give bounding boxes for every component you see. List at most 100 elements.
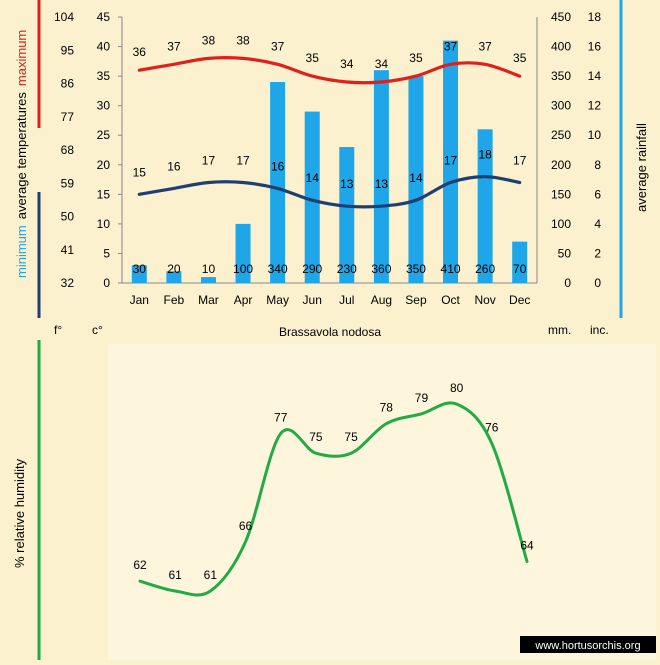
maximum-data-label: 35 <box>306 51 320 65</box>
fahrenheit-tick: 95 <box>61 43 75 57</box>
maximum-data-label: 35 <box>409 51 423 65</box>
fahrenheit-tick: 59 <box>61 176 75 190</box>
mm-tick: 200 <box>551 158 571 172</box>
watermark: www.hortusorchis.org <box>520 636 656 653</box>
humidity-line <box>138 401 529 597</box>
humidity-data-label: 61 <box>169 568 183 582</box>
axis-tick-labels: 1049586776859504132454035302520151050450… <box>54 10 601 307</box>
maximum-data-label: 37 <box>167 39 181 53</box>
celsius-tick: 0 <box>103 276 110 290</box>
inch-tick: 16 <box>588 40 602 54</box>
minimum-data-label: 17 <box>513 154 527 168</box>
celsius-tick: 25 <box>97 128 111 142</box>
mm-tick: 450 <box>551 10 571 24</box>
rainfall-bar <box>166 271 182 283</box>
month-tick: Aug <box>371 293 392 307</box>
minimum-data-label: 17 <box>236 154 250 168</box>
month-tick: Nov <box>474 293 495 307</box>
month-tick: Feb <box>164 293 185 307</box>
humidity-data-label: 75 <box>344 430 358 444</box>
month-tick: Sep <box>405 293 427 307</box>
rainfall-bars <box>131 40 528 284</box>
minimum-temperature-line <box>137 174 522 209</box>
humidity-data-label: 61 <box>204 568 218 582</box>
minimum-data-label: 18 <box>478 148 492 162</box>
fahrenheit-tick: 86 <box>61 77 75 91</box>
unit-labels: f° c° Brassavola nodosa mm. inc. <box>54 323 609 339</box>
rainfall-bar <box>131 265 147 283</box>
inch-tick: 4 <box>594 217 601 231</box>
month-tick: Jul <box>339 293 354 307</box>
inch-tick: 0 <box>594 276 601 290</box>
rainfall-bar <box>304 111 320 283</box>
maximum-data-label: 34 <box>375 57 389 71</box>
mm-unit: mm. <box>548 323 571 337</box>
average-temperatures-label: average temperatures <box>14 92 29 220</box>
inch-tick: 6 <box>594 187 601 201</box>
fahrenheit-tick: 104 <box>54 10 74 24</box>
inch-tick: 18 <box>588 10 602 24</box>
minimum-data-label: 15 <box>133 165 147 179</box>
mm-tick: 150 <box>551 187 571 201</box>
rainfall-data-label: 100 <box>233 262 253 276</box>
fahrenheit-unit: f° <box>54 323 62 337</box>
humidity-data-label: 64 <box>520 538 534 552</box>
humidity-data-label: 80 <box>450 381 464 395</box>
rainfall-bar <box>235 223 251 283</box>
month-tick: Oct <box>441 293 460 307</box>
month-tick: Apr <box>234 293 253 307</box>
humidity-data-label: 78 <box>380 401 394 415</box>
maximum-data-label: 36 <box>133 45 147 59</box>
celsius-tick: 5 <box>103 246 110 260</box>
minimum-data-label: 13 <box>375 177 389 191</box>
mm-tick: 0 <box>564 276 571 290</box>
vertical-axis-titles: minimum average temperatures maximum averag… <box>12 30 649 568</box>
rainfall-bar <box>373 70 389 283</box>
rainfall-bar <box>443 40 459 284</box>
maximum-data-label: 37 <box>478 39 492 53</box>
month-tick: May <box>266 293 289 307</box>
celsius-tick: 15 <box>97 187 111 201</box>
month-tick: Mar <box>198 293 219 307</box>
watermark-bg <box>520 636 656 653</box>
mm-tick: 250 <box>551 128 571 142</box>
rainfall-data-label: 290 <box>302 262 322 276</box>
rainfall-data-label: 20 <box>167 262 181 276</box>
minimum-data-label: 16 <box>271 159 285 173</box>
rainfall-data-label: 260 <box>475 262 495 276</box>
maximum-data-label: 34 <box>340 57 354 71</box>
rainfall-bar <box>512 241 528 283</box>
maximum-data-label: 37 <box>271 39 285 53</box>
mm-tick: 400 <box>551 40 571 54</box>
month-tick: Jan <box>130 293 149 307</box>
minimum-data-label: 13 <box>340 177 354 191</box>
fahrenheit-tick: 32 <box>61 276 75 290</box>
maximum-data-label: 35 <box>513 51 527 65</box>
rainfall-data-label: 340 <box>268 262 288 276</box>
rainfall-data-label: 410 <box>441 262 461 276</box>
humidity-data-label: 62 <box>133 558 147 572</box>
maximum-temperature-line <box>137 56 522 85</box>
celsius-tick: 20 <box>97 158 111 172</box>
minimum-data-label: 17 <box>202 154 216 168</box>
humidity-axis-title: % relative humidity <box>12 458 27 568</box>
minimum-data-label: 14 <box>409 171 423 185</box>
humidity-chart: 62 61 61 66 77 75 75 78 79 80 76 64 <box>108 344 656 660</box>
humidity-data-label: 77 <box>274 411 288 425</box>
humidity-data-label: 66 <box>239 519 253 533</box>
month-tick: Dec <box>509 293 530 307</box>
rainfall-bar <box>200 277 216 283</box>
month-tick: Jun <box>303 293 322 307</box>
inch-tick: 8 <box>594 158 601 172</box>
celsius-tick: 10 <box>97 217 111 231</box>
celsius-tick: 30 <box>97 99 111 113</box>
mm-tick: 300 <box>551 99 571 113</box>
minimum-data-label: 16 <box>167 159 181 173</box>
left-color-bars <box>37 0 623 660</box>
fahrenheit-tick: 41 <box>61 243 75 257</box>
watermark-text: www.hortusorchis.org <box>534 640 640 652</box>
maximum-data-label: 38 <box>202 33 216 47</box>
rainfall-bar <box>477 129 493 283</box>
